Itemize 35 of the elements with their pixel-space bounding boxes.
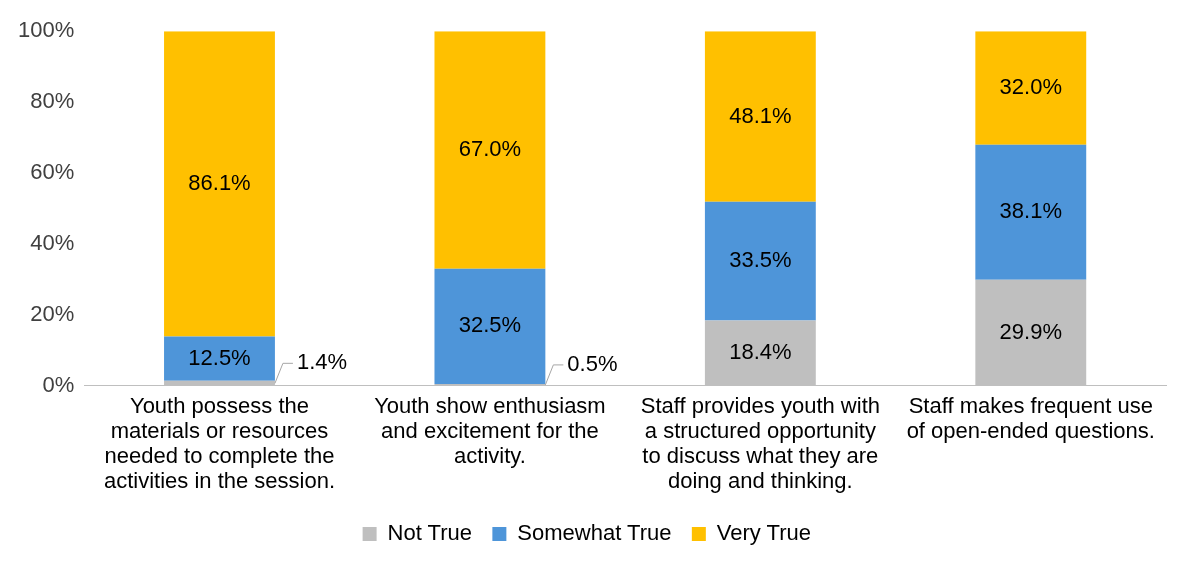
legend-label: Not True	[387, 520, 472, 546]
bar	[975, 31, 1087, 145]
bar	[164, 336, 275, 381]
bar	[975, 279, 1087, 386]
bar	[704, 31, 816, 202]
x-tick-label: Youth possess the materials or resources needed to complete the activities in the session.	[103, 392, 336, 494]
data-label: 12.5%	[188, 344, 251, 370]
data-label: 0.5%	[567, 350, 618, 376]
y-tick-label: 100%	[17, 17, 75, 43]
bar	[434, 31, 546, 269]
data-label: 32.5%	[458, 312, 522, 338]
x-tick-label: Staff makes frequent use of open-ended questions.	[906, 392, 1155, 443]
bar	[434, 268, 546, 385]
y-tick-label: 40%	[30, 230, 75, 256]
y-tick-label: 60%	[30, 159, 75, 185]
legend-label: Somewhat True	[517, 520, 672, 546]
data-label: 48.1%	[729, 102, 792, 128]
data-label: 33.5%	[729, 247, 792, 273]
y-tick-label: 20%	[30, 300, 75, 326]
data-label: 86.1%	[188, 169, 251, 195]
data-label: 32.0%	[999, 74, 1062, 99]
x-tick-label: Staff provides youth with a structured opportunity to discuss what they are doing and thinking.	[640, 392, 880, 494]
y-tick-label: 80%	[30, 88, 75, 114]
data-label: 38.1%	[999, 198, 1062, 224]
data-label: 29.9%	[999, 318, 1062, 344]
data-label: 18.4%	[729, 339, 792, 365]
data-label: 67.0%	[458, 136, 522, 162]
data-label: 1.4%	[296, 349, 348, 375]
legend-label: Very True	[716, 520, 811, 546]
bar	[164, 31, 275, 337]
bar	[704, 201, 816, 321]
bar	[975, 144, 1087, 280]
bar	[704, 320, 816, 386]
x-tick-label: Youth show enthusiasm and excitement for the activity.	[374, 392, 606, 469]
y-tick-label: 0%	[42, 371, 75, 397]
